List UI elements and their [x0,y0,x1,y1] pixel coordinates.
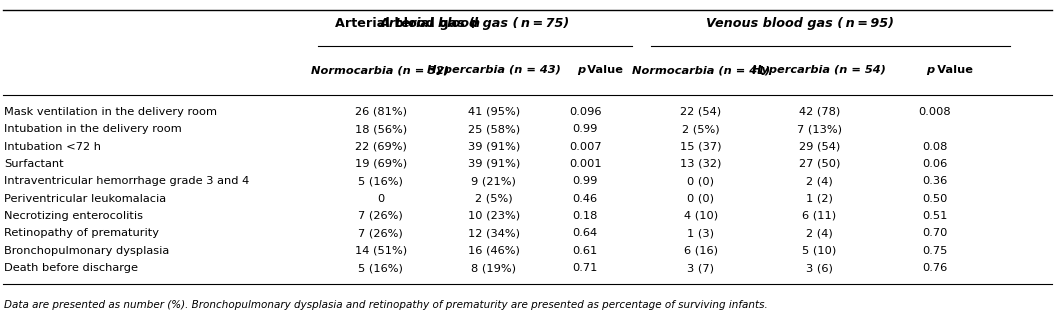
Text: 39 (91%): 39 (91%) [467,159,520,169]
Text: 0.001: 0.001 [569,159,601,169]
Text: Periventricular leukomalacia: Periventricular leukomalacia [4,194,166,204]
Text: Hypercarbia (n = 54): Hypercarbia (n = 54) [752,65,886,75]
Text: 8 (19%): 8 (19%) [472,263,516,273]
Text: Arterial blood gas ( n = 75): Arterial blood gas ( n = 75) [380,17,570,30]
Text: 41 (95%): 41 (95%) [467,107,520,117]
Text: Surfactant: Surfactant [4,159,63,169]
Text: Venous blood gas ( n = 95): Venous blood gas ( n = 95) [707,17,895,30]
Text: n: n [471,17,480,30]
Text: p: p [577,65,586,75]
Text: 1 (2): 1 (2) [806,194,832,204]
Text: 0.61: 0.61 [573,246,598,256]
Text: 1 (3): 1 (3) [687,228,714,238]
Text: 0.50: 0.50 [922,194,947,204]
Text: 14 (51%): 14 (51%) [354,246,406,256]
Text: 0.008: 0.008 [918,107,951,117]
Text: 0 (0): 0 (0) [687,194,714,204]
Text: 0: 0 [377,194,384,204]
Text: p: p [926,65,935,75]
Text: Normocarbia (n = 32): Normocarbia (n = 32) [311,65,449,75]
Text: Retinopathy of prematurity: Retinopathy of prematurity [4,228,159,238]
Text: 22 (54): 22 (54) [680,107,722,117]
Text: 10 (23%): 10 (23%) [467,211,520,221]
Text: 2 (4): 2 (4) [806,228,832,238]
Text: 0.36: 0.36 [922,176,947,186]
Text: 5 (10): 5 (10) [802,246,837,256]
Text: 0 (0): 0 (0) [687,176,714,186]
Text: Intraventricular hemorrhage grade 3 and 4: Intraventricular hemorrhage grade 3 and … [4,176,249,186]
Text: Intubation <72 h: Intubation <72 h [4,142,101,152]
Text: 0.75: 0.75 [922,246,947,256]
Text: Normocarbia (n = 41): Normocarbia (n = 41) [632,65,770,75]
Text: 15 (37): 15 (37) [679,142,722,152]
Text: Arterial blood gas (: Arterial blood gas ( [334,17,475,30]
Text: 16 (46%): 16 (46%) [468,246,520,256]
Text: 0.007: 0.007 [569,142,601,152]
Text: 25 (58%): 25 (58%) [467,124,520,134]
Text: 2 (5%): 2 (5%) [682,124,720,134]
Text: 39 (91%): 39 (91%) [467,142,520,152]
Text: 0.46: 0.46 [573,194,598,204]
Text: 13 (32): 13 (32) [680,159,722,169]
Text: Death before discharge: Death before discharge [4,263,138,273]
Text: 0.06: 0.06 [922,159,947,169]
Text: 3 (7): 3 (7) [687,263,714,273]
Text: 4 (10): 4 (10) [684,211,717,221]
Text: 9 (21%): 9 (21%) [472,176,516,186]
Text: 7 (13%): 7 (13%) [797,124,842,134]
Text: 0.99: 0.99 [573,176,598,186]
Text: 2 (5%): 2 (5%) [475,194,513,204]
Text: Intubation in the delivery room: Intubation in the delivery room [4,124,181,134]
Text: Mask ventilation in the delivery room: Mask ventilation in the delivery room [4,107,217,117]
Text: Necrotizing enterocolitis: Necrotizing enterocolitis [4,211,142,221]
Text: 0.51: 0.51 [922,211,947,221]
Text: Bronchopulmonary dysplasia: Bronchopulmonary dysplasia [4,246,169,256]
Text: 0.71: 0.71 [573,263,598,273]
Text: 27 (50): 27 (50) [799,159,840,169]
Text: 0.08: 0.08 [922,142,947,152]
Text: 29 (54): 29 (54) [799,142,840,152]
Text: Value: Value [586,65,624,75]
Text: 6 (16): 6 (16) [684,246,717,256]
Text: Value: Value [935,65,973,75]
Text: 7 (26%): 7 (26%) [359,211,403,221]
Text: 26 (81%): 26 (81%) [354,107,406,117]
Text: 0.99: 0.99 [573,124,598,134]
Text: 3 (6): 3 (6) [806,263,832,273]
Text: 0.70: 0.70 [922,228,947,238]
Text: 18 (56%): 18 (56%) [354,124,406,134]
Text: 5 (16%): 5 (16%) [358,263,403,273]
Text: 5 (16%): 5 (16%) [358,176,403,186]
Text: 0.096: 0.096 [569,107,601,117]
Text: Hypercarbia (n = 43): Hypercarbia (n = 43) [427,65,561,75]
Text: 2 (4): 2 (4) [806,176,832,186]
Text: 12 (34%): 12 (34%) [468,228,520,238]
Text: 6 (11): 6 (11) [802,211,837,221]
Text: 7 (26%): 7 (26%) [359,228,403,238]
Text: 0.76: 0.76 [922,263,947,273]
Text: 0.18: 0.18 [573,211,598,221]
Text: 42 (78): 42 (78) [799,107,840,117]
Text: 0.64: 0.64 [573,228,598,238]
Text: 22 (69%): 22 (69%) [354,142,406,152]
Text: 19 (69%): 19 (69%) [354,159,406,169]
Text: Data are presented as number (%). Bronchopulmonary dysplasia and retinopathy of : Data are presented as number (%). Bronch… [4,300,768,310]
